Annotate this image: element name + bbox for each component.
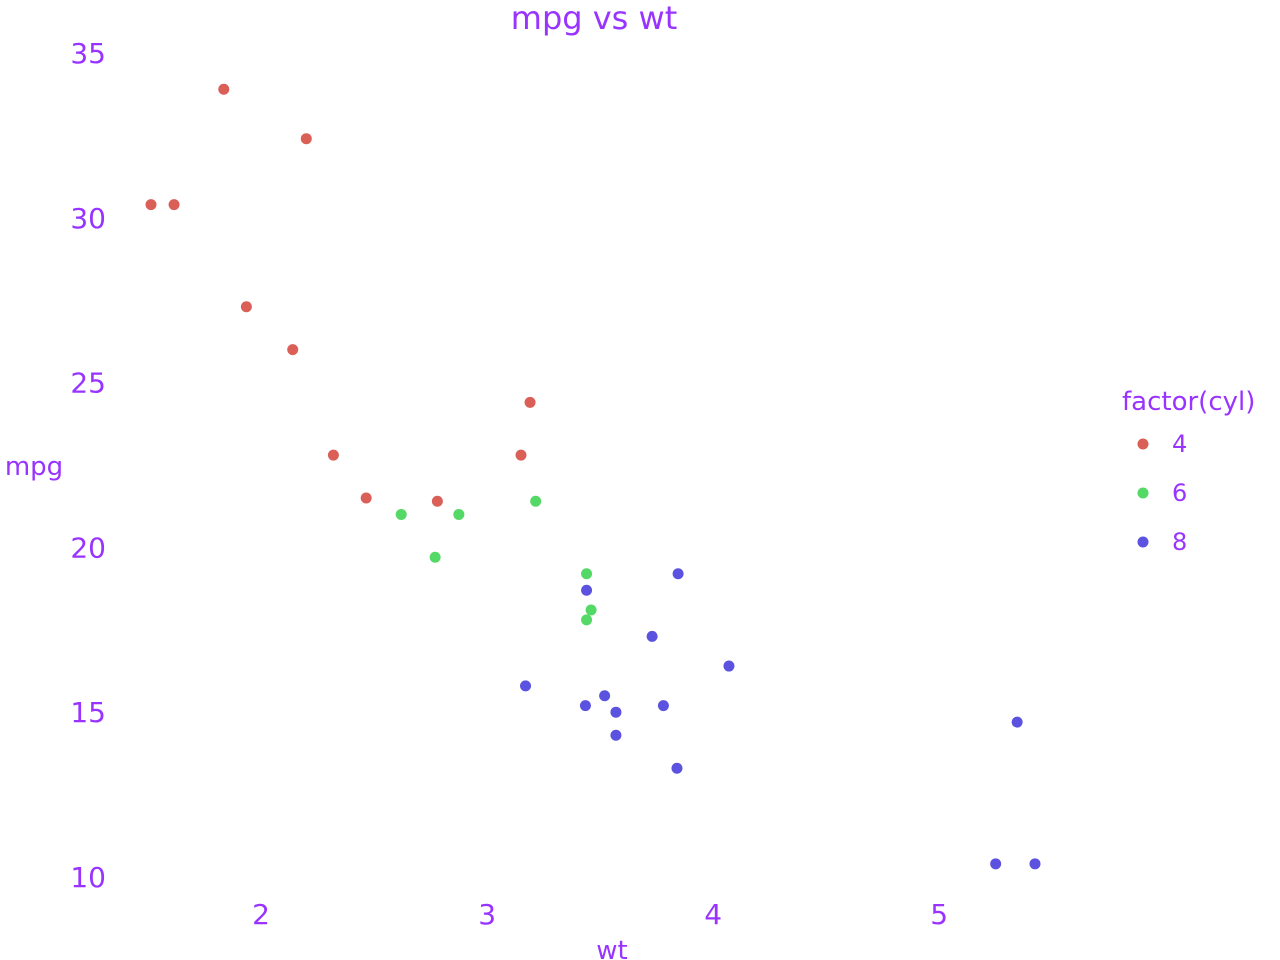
data-point-cyl-8 — [671, 762, 683, 774]
chart-title: mpg vs wt — [511, 0, 677, 37]
y-tick-label: 10 — [70, 861, 106, 894]
legend-label: 8 — [1172, 528, 1187, 556]
x-tick-label: 4 — [704, 898, 722, 931]
x-axis-ticks: 2 3 4 5 — [252, 898, 948, 931]
data-point-cyl-6 — [395, 508, 407, 520]
x-tick-label: 3 — [478, 898, 496, 931]
data-point-cyl-4 — [168, 199, 180, 211]
data-point-cyl-4 — [327, 449, 339, 461]
legend: factor(cyl) 4 6 8 — [1122, 387, 1255, 556]
data-point-cyl-6 — [429, 551, 441, 563]
y-tick-label: 35 — [70, 37, 106, 70]
data-point-cyl-8 — [646, 630, 658, 642]
legend-title: factor(cyl) — [1122, 387, 1255, 417]
data-point-cyl-8 — [1011, 716, 1023, 728]
data-point-cyl-4 — [145, 199, 157, 211]
data-point-cyl-8 — [599, 690, 611, 702]
data-point-cyl-4 — [524, 396, 536, 408]
data-point-cyl-4 — [360, 492, 372, 504]
x-axis-label: wt — [596, 936, 627, 960]
legend-label: 4 — [1172, 430, 1187, 458]
data-point-cyl-6 — [585, 604, 597, 616]
data-point-cyl-4 — [300, 133, 312, 145]
legend-marker — [1137, 487, 1149, 499]
data-point-cyl-8 — [581, 584, 593, 596]
data-points — [145, 83, 1041, 870]
data-point-cyl-6 — [530, 495, 542, 507]
data-point-cyl-4 — [431, 495, 443, 507]
legend-marker — [1137, 536, 1149, 548]
data-point-cyl-8 — [610, 706, 622, 718]
y-tick-label: 25 — [70, 367, 106, 400]
data-point-cyl-8 — [610, 729, 622, 741]
x-tick-label: 2 — [252, 898, 270, 931]
data-point-cyl-6 — [581, 568, 593, 580]
data-point-cyl-8 — [672, 568, 684, 580]
data-point-cyl-8 — [657, 700, 669, 712]
legend-label: 6 — [1172, 479, 1187, 507]
y-tick-label: 20 — [70, 531, 106, 564]
legend-marker — [1137, 438, 1149, 450]
data-point-cyl-4 — [240, 301, 252, 313]
data-point-cyl-6 — [581, 614, 593, 626]
data-point-cyl-8 — [723, 660, 735, 672]
data-point-cyl-4 — [218, 83, 230, 95]
data-point-cyl-6 — [453, 508, 465, 520]
y-tick-label: 30 — [70, 202, 106, 235]
data-point-cyl-8 — [990, 858, 1002, 870]
data-point-cyl-4 — [287, 344, 299, 356]
x-tick-label: 5 — [930, 898, 948, 931]
data-point-cyl-8 — [579, 700, 591, 712]
y-tick-label: 15 — [70, 696, 106, 729]
data-point-cyl-8 — [520, 680, 532, 692]
data-point-cyl-4 — [515, 449, 527, 461]
data-point-cyl-8 — [1029, 858, 1041, 870]
y-axis-label: mpg — [5, 452, 63, 482]
y-axis-ticks: 10 15 20 25 30 35 — [70, 37, 106, 894]
